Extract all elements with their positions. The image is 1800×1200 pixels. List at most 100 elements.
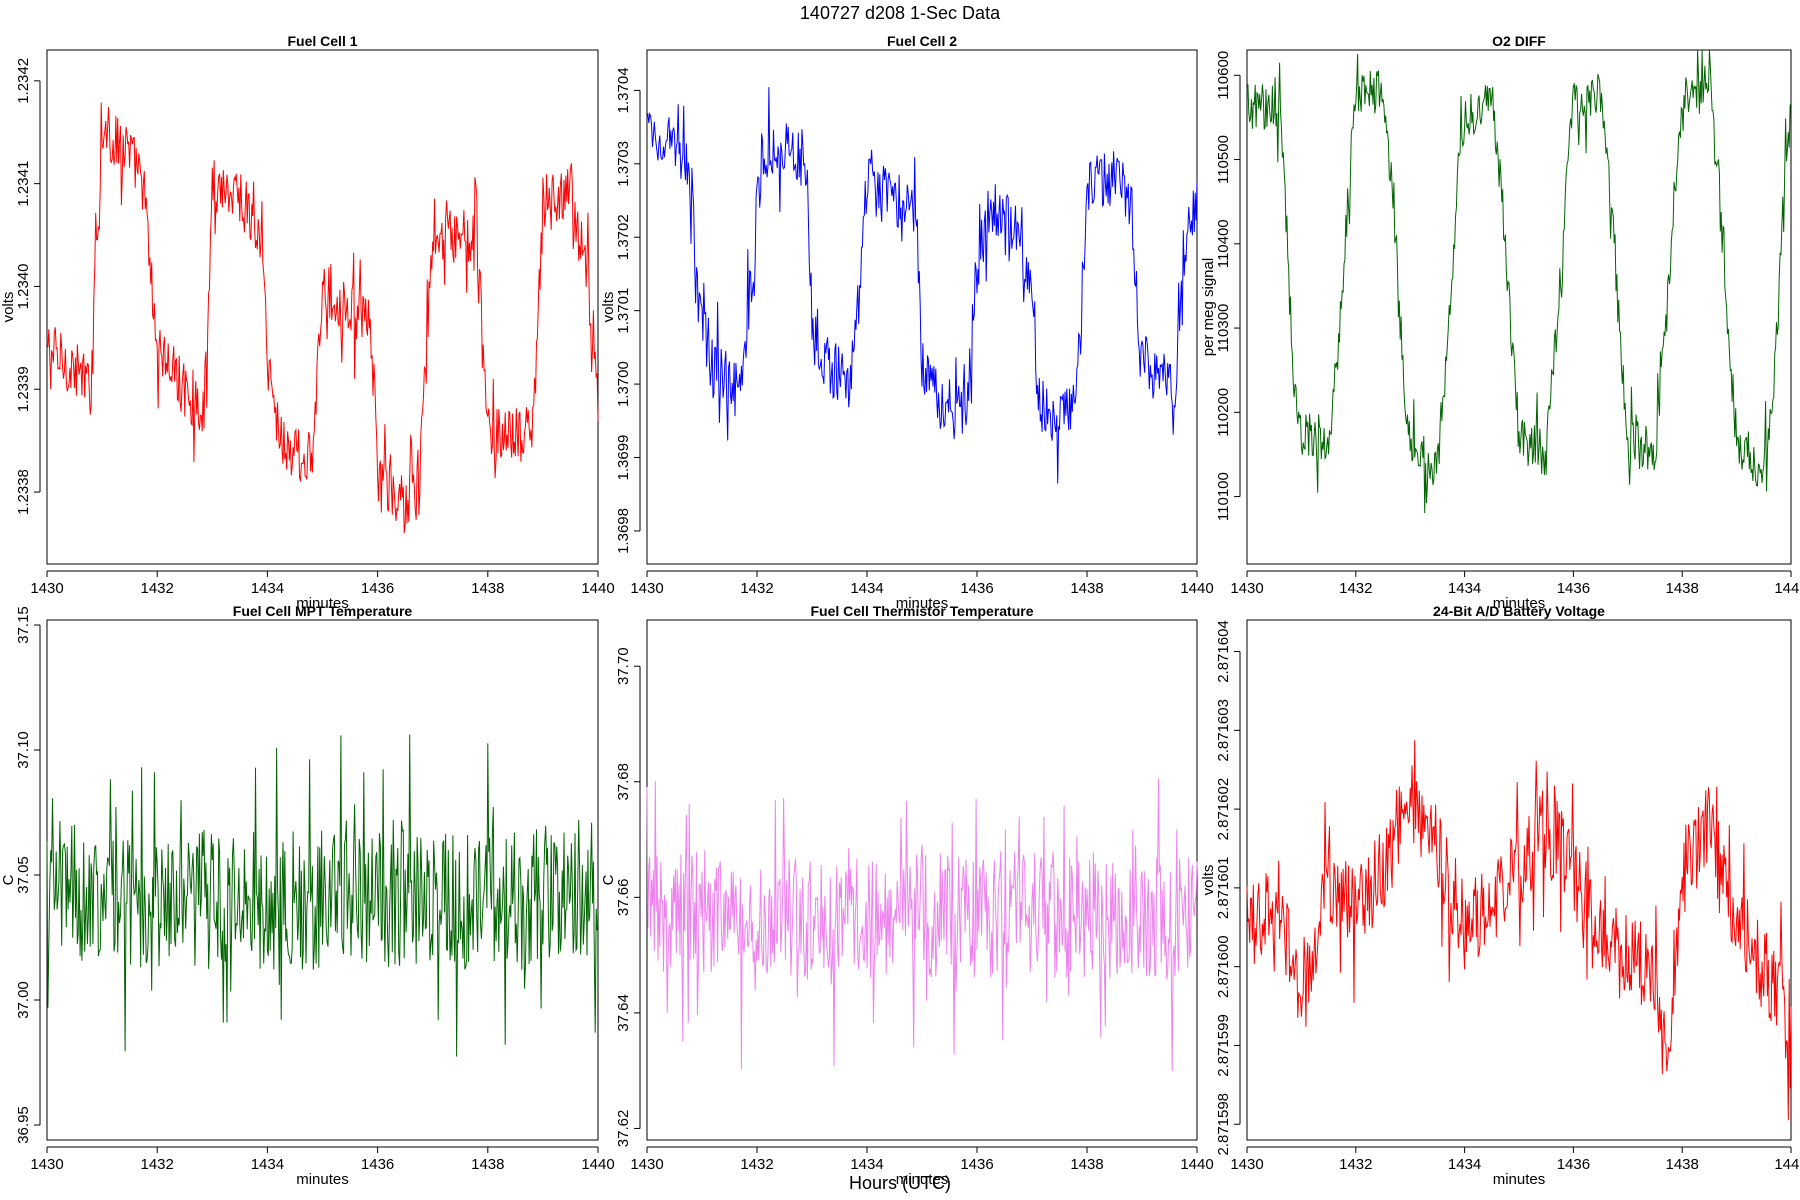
- y-tick-label: 110300: [1215, 304, 1232, 353]
- y-tick-label: 37.64: [615, 994, 632, 1032]
- chart-fuel-cell-1: Fuel Cell 1 1430 1432 1434 1436 1438 1440 minut…: [0, 33, 615, 612]
- y-tick-label: 1.3700: [615, 361, 632, 407]
- figure-title: 140727 d208 1-Sec Data: [800, 3, 1001, 23]
- plot-frame: [1246, 49, 1792, 565]
- x-tick-label: 1440: [1774, 580, 1800, 597]
- plot-frame: [646, 619, 1198, 1141]
- y-tick-label: 1.3703: [615, 141, 632, 187]
- x-tick-label: 1430: [30, 1156, 63, 1173]
- chart-title: Fuel Cell Thermistor Temperature: [810, 603, 1033, 619]
- series-line: [46, 734, 599, 1057]
- x-tick-label: 1430: [630, 580, 663, 597]
- x-axis-label: minutes: [896, 1171, 949, 1188]
- y-axis: 37.62 37.64 37.66 37.68 37.70: [615, 647, 641, 1148]
- y-tick-label: 1.3702: [615, 214, 632, 260]
- x-axis: 1430 1432 1434 1436 1438 1440: [630, 1146, 1214, 1173]
- x-tick-label: 1430: [30, 580, 63, 597]
- plot-frame: [46, 49, 599, 565]
- y-tick-label: 1.3704: [615, 67, 632, 113]
- x-tick-label: 1432: [141, 580, 174, 597]
- y-tick-label: 2.871602: [1215, 778, 1232, 841]
- x-tick-label: 1430: [1230, 580, 1263, 597]
- chart-title: Fuel Cell MPT Temperature: [233, 603, 413, 619]
- x-tick-label: 1436: [361, 1156, 394, 1173]
- y-tick-label: 37.05: [15, 856, 32, 894]
- x-tick-label: 1440: [1180, 1156, 1213, 1173]
- x-tick-label: 1432: [740, 1156, 773, 1173]
- x-tick-label: 1430: [1230, 1156, 1263, 1173]
- chart-o2-diff: O2 DIFF 1430 1432 1434 1436 1438 1440 minutes 11…: [1200, 33, 1800, 612]
- series-line: [46, 102, 599, 534]
- chart-title: Fuel Cell 1: [287, 33, 357, 49]
- x-tick-label: 1434: [251, 1156, 284, 1173]
- y-tick-label: 1.3698: [615, 508, 632, 554]
- y-tick-label: 110500: [1215, 135, 1232, 184]
- x-axis: 1430 1432 1434 1436 1438 1440: [1230, 1146, 1800, 1173]
- chart-title: 24-Bit A/D Battery Voltage: [1433, 603, 1605, 619]
- y-axis-label: C: [0, 874, 17, 885]
- y-tick-label: 37.10: [15, 731, 32, 769]
- x-tick-label: 1436: [1557, 1156, 1590, 1173]
- y-axis-label: volts: [600, 292, 617, 323]
- x-tick-label: 1440: [1774, 1156, 1800, 1173]
- x-tick-label: 1436: [361, 580, 394, 597]
- y-tick-label: 110100: [1215, 472, 1232, 521]
- y-tick-label: 36.95: [15, 1106, 32, 1144]
- y-tick-label: 1.3701: [615, 288, 632, 334]
- y-tick-label: 1.2342: [15, 58, 32, 104]
- y-axis-label: per meg signal: [1200, 258, 1217, 356]
- x-tick-label: 1438: [1666, 1156, 1699, 1173]
- y-tick-label: 1.2341: [15, 161, 32, 207]
- y-tick-label: 2.871603: [1215, 699, 1232, 762]
- y-tick-label: 37.68: [615, 763, 632, 801]
- y-axis: 1.3698 1.3699 1.3700 1.3701 1.3702 1.3703 1.37…: [615, 67, 641, 554]
- y-axis: 36.95 37.00 37.05 37.10 37.15: [15, 606, 41, 1144]
- y-tick-label: 37.62: [615, 1110, 632, 1148]
- y-tick-label: 1.3699: [615, 435, 632, 481]
- y-tick-label: 1.2339: [15, 366, 32, 412]
- x-tick-label: 1436: [960, 580, 993, 597]
- series-line: [1246, 740, 1792, 1121]
- y-axis-label: volts: [1200, 865, 1217, 896]
- series-line: [646, 87, 1198, 484]
- chart-fuel-cell-2: Fuel Cell 2 1430 1432 1434 1436 1438 1440 minut…: [600, 33, 1214, 612]
- plot-frame: [1246, 619, 1792, 1141]
- x-tick-label: 1438: [471, 580, 504, 597]
- series-line: [1246, 49, 1792, 514]
- x-axis-label: minutes: [296, 1171, 349, 1188]
- y-tick-label: 1.2338: [15, 469, 32, 515]
- x-axis-label: minutes: [1493, 595, 1546, 612]
- x-axis: 1430 1432 1434 1436 1438 1440: [1230, 570, 1800, 597]
- y-tick-label: 2.871598: [1215, 1093, 1232, 1156]
- chart-title: Fuel Cell 2: [887, 33, 957, 49]
- x-tick-label: 1432: [740, 580, 773, 597]
- x-axis: 1430 1432 1434 1436 1438 1440: [30, 570, 615, 597]
- x-axis-label: minutes: [1493, 1171, 1546, 1188]
- x-tick-label: 1438: [1666, 580, 1699, 597]
- x-tick-label: 1438: [471, 1156, 504, 1173]
- x-axis: 1430 1432 1434 1436 1438 1440: [630, 570, 1214, 597]
- x-axis-label: minutes: [896, 595, 949, 612]
- y-tick-label: 110400: [1215, 219, 1232, 268]
- x-tick-label: 1438: [1070, 580, 1103, 597]
- y-axis: 2.871598 2.871599 2.871600 2.871601 2.871602…: [1215, 620, 1241, 1156]
- y-axis: 110100 110200 110300 110400 110500 110600: [1215, 51, 1241, 521]
- y-axis-label: volts: [0, 292, 17, 323]
- series-line: [646, 778, 1198, 1072]
- y-tick-label: 110600: [1215, 51, 1232, 100]
- x-tick-label: 1438: [1070, 1156, 1103, 1173]
- x-tick-label: 1436: [960, 1156, 993, 1173]
- x-tick-label: 1440: [1180, 580, 1213, 597]
- y-axis-label: C: [600, 874, 617, 885]
- x-tick-label: 1436: [1557, 580, 1590, 597]
- y-tick-label: 2.871600: [1215, 935, 1232, 998]
- x-tick-label: 1440: [581, 1156, 614, 1173]
- x-tick-label: 1434: [850, 1156, 883, 1173]
- y-tick-label: 37.00: [15, 981, 32, 1019]
- x-tick-label: 1434: [1448, 1156, 1481, 1173]
- y-tick-label: 37.70: [615, 647, 632, 685]
- plot-frame: [646, 49, 1198, 565]
